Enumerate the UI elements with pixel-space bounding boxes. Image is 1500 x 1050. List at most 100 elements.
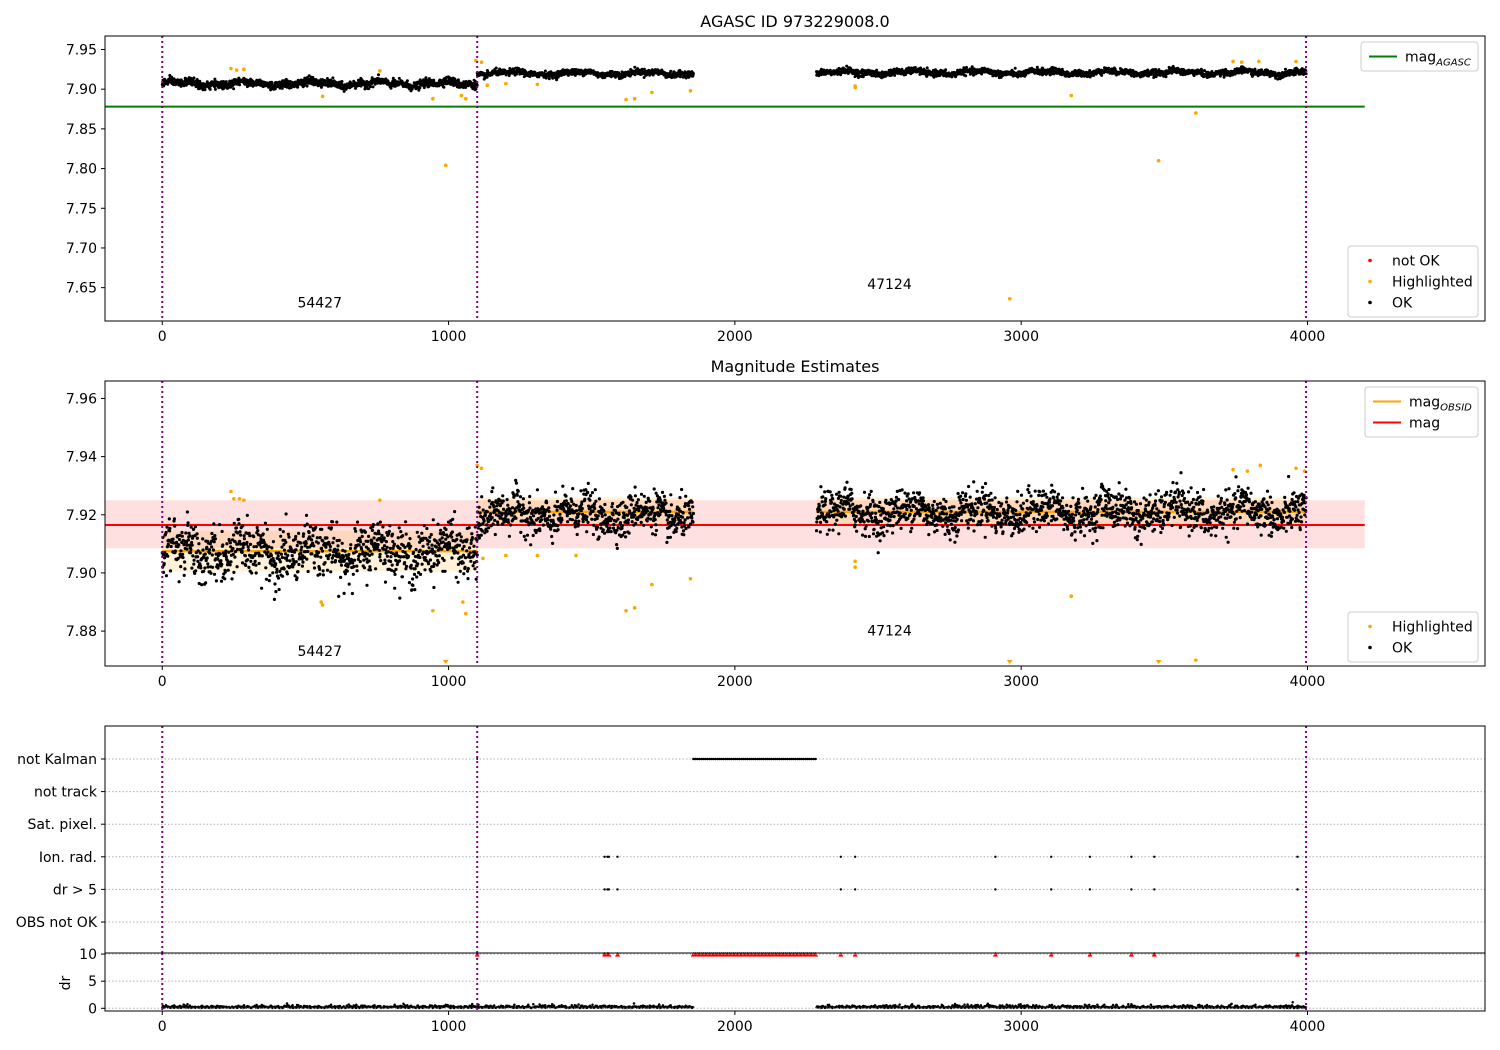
- dr-gt5-point: [1130, 888, 1133, 891]
- ion-rad-point: [1050, 855, 1053, 858]
- agasc-lower-legend-swatch: [1368, 279, 1372, 284]
- highlighted-point: [378, 69, 382, 73]
- dr-x-tick-label: 0: [158, 1019, 167, 1035]
- dr-x-tick-label: 1000: [431, 1019, 467, 1035]
- ion-rad-point: [616, 855, 619, 858]
- estimates-upper-legend-label: magOBSID: [1409, 395, 1472, 414]
- highlighted-point: [320, 94, 325, 99]
- ion-rad-point: [853, 855, 857, 858]
- highlighted-point: [1239, 60, 1244, 64]
- ion-rad-point: [603, 855, 606, 858]
- dr-axis-label: dr: [58, 975, 74, 990]
- highlighted-point: [463, 96, 468, 101]
- estimates-lower-legend-box: [1347, 611, 1479, 663]
- highlighted-point: [237, 496, 242, 501]
- agasc-x-tick-label: 4000: [1290, 329, 1326, 345]
- highlighted-point: [1231, 467, 1235, 472]
- highlighted-point: [481, 556, 485, 561]
- highlighted-point: [1069, 93, 1074, 98]
- estimates-legends: magOBSID mag Highlighted OK: [1347, 386, 1479, 663]
- agasc-x-tick-label: 2000: [717, 329, 753, 345]
- highlighted-point: [229, 489, 233, 494]
- dr-gt5-point: [607, 888, 611, 891]
- dr-x-tick-label: 2000: [717, 1019, 753, 1035]
- highlighted-point: [632, 606, 637, 610]
- flag-row-label: dr > 5: [53, 882, 97, 898]
- estimates-axes: 0 1000 2000 3000 4000 7.88 7.90 7.92 7.94 7.96: [66, 380, 1486, 690]
- dr-x-tick-label: 3000: [1003, 1019, 1039, 1035]
- dr-gt5-point: [1296, 888, 1299, 891]
- agasc-x-tick-label: 0: [158, 329, 167, 345]
- highlighted-point: [1007, 296, 1012, 301]
- off-scale-marker: [442, 660, 449, 664]
- estimates-lower-legend-label: OK: [1392, 641, 1413, 657]
- flag-row-label: not track: [34, 785, 98, 801]
- estimates-x-tick-label: 4000: [1290, 674, 1326, 690]
- highlighted-point: [504, 553, 508, 558]
- agasc-x-tick-label: 1000: [431, 329, 467, 345]
- agasc-y-tick-label: 7.80: [66, 162, 97, 178]
- dr-x-tick-label: 4000: [1290, 1019, 1326, 1035]
- ion-rad-point: [1296, 855, 1299, 858]
- highlighted-point: [688, 576, 693, 581]
- highlighted-point: [320, 603, 325, 607]
- highlighted-point: [459, 93, 464, 98]
- agasc-lower-legend-label: not OK: [1392, 254, 1440, 270]
- estimates-annotations: 54427 47124: [297, 623, 911, 659]
- agasc-y-tick-label: 7.85: [66, 122, 97, 138]
- highlighted-point: [688, 88, 693, 93]
- dr-gt5-point: [994, 888, 997, 891]
- agasc-upper-legend-box: [1360, 41, 1479, 72]
- off-scale-marker: [1006, 660, 1013, 664]
- highlighted-point: [461, 600, 465, 604]
- highlighted-point: [1156, 158, 1161, 163]
- highlighted-point: [234, 68, 239, 72]
- highlighted-point: [504, 81, 508, 86]
- highlighted-point: [431, 608, 435, 613]
- ion-rad-point: [839, 855, 843, 858]
- dr-gt5-point: [1050, 888, 1053, 891]
- highlighted-point: [650, 582, 654, 587]
- highlighted-point: [479, 60, 484, 64]
- highlighted-point: [1069, 594, 1074, 599]
- highlighted-point: [232, 496, 236, 501]
- highlighted-point: [443, 163, 448, 168]
- dr-points: [161, 1000, 1308, 1010]
- dr-y-tick-label: 0: [88, 1001, 97, 1017]
- agasc-x-tick-label: 3000: [1003, 329, 1039, 345]
- dr-gt5-point: [1153, 888, 1156, 891]
- flag-row-label: OBS not OK: [16, 915, 98, 931]
- flags-axes: not Kalman not track Sat. pixel. Ion. rad. d…: [16, 725, 1486, 954]
- highlighted-point: [1294, 466, 1298, 471]
- highlighted-point: [853, 85, 857, 90]
- highlighted-point: [624, 608, 628, 613]
- agasc-lower-legend-label: Highlighted: [1392, 275, 1473, 291]
- highlighted-point: [479, 466, 484, 471]
- estimates-x-tick-label: 1000: [431, 674, 467, 690]
- obsid-label: 54427: [297, 644, 342, 660]
- dr-points: [161, 951, 1308, 1010]
- estimates-y-tick-label: 7.96: [66, 391, 97, 407]
- highlighted-point: [229, 66, 233, 71]
- highlighted-point: [1257, 59, 1261, 64]
- agasc-legends: magAGASC not OK Highlighted OK: [1347, 41, 1479, 318]
- ion-rad-point: [994, 855, 997, 858]
- dr-plot-frame: [104, 952, 1486, 1012]
- flags-grid: [105, 758, 1485, 923]
- estimates-x-tick-label: 0: [158, 674, 167, 690]
- highlighted-point: [1245, 469, 1250, 473]
- ion-rad-point: [607, 855, 611, 858]
- flag-row-label: Sat. pixel.: [28, 817, 97, 833]
- highlighted-point: [319, 600, 323, 604]
- off-scale-marker: [1155, 660, 1162, 664]
- highlighted-point: [650, 90, 654, 95]
- ok-points: [160, 64, 1308, 93]
- agasc-y-tick-label: 7.90: [66, 82, 97, 98]
- obsid-label: 54427: [297, 296, 342, 312]
- agasc-chart-title: AGASC ID 973229008.0: [700, 12, 889, 31]
- highlighted-point: [1231, 59, 1235, 64]
- agasc-lower-legend-swatch: [1368, 300, 1372, 305]
- not-kalman-point: [476, 758, 479, 760]
- dr-axes: 0 1000 2000 3000 4000 0 5 10 dr: [58, 947, 1486, 1035]
